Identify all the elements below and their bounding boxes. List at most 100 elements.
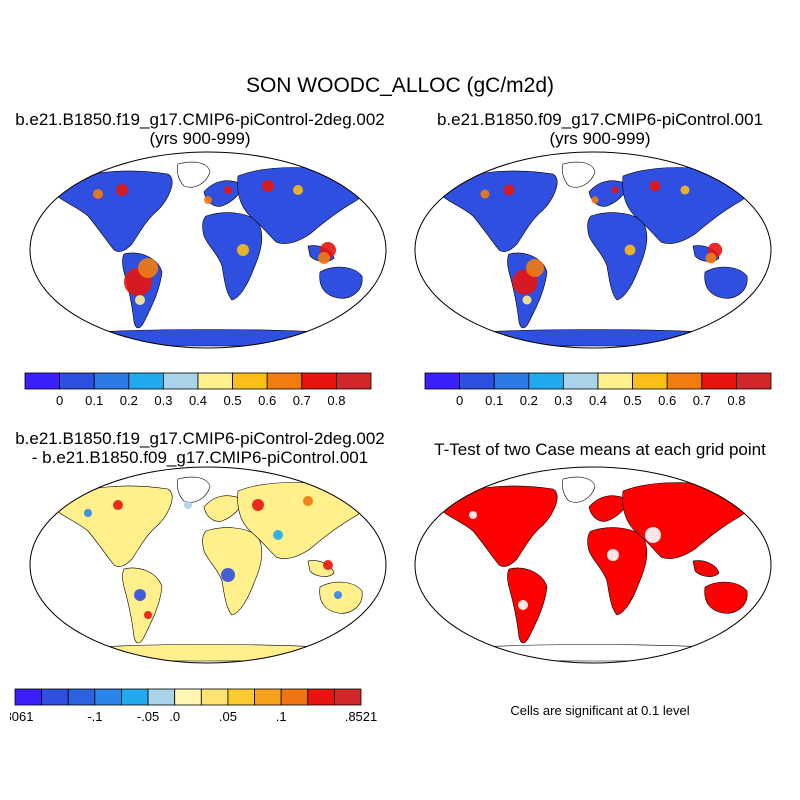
colorbar-swatch xyxy=(266,372,303,390)
map-hotspot xyxy=(116,184,128,196)
map-border xyxy=(29,151,387,349)
map-hotspot xyxy=(611,186,619,194)
continent-europe xyxy=(203,180,243,207)
colorbar-swatch xyxy=(666,372,703,390)
colorbar-swatch xyxy=(735,372,772,390)
colorbar-swatch xyxy=(333,688,362,706)
continent-greenland xyxy=(176,476,211,503)
map-hotspot xyxy=(273,530,283,540)
continent-northAmerica xyxy=(49,170,173,252)
map-border xyxy=(414,151,772,349)
map-hotspot xyxy=(293,185,303,195)
colorbar-swatch xyxy=(528,372,564,390)
colorbar-swatch xyxy=(162,372,199,390)
colorbar-top-right: 0 0.1 0.2 0.3 0.4 0.5 0.6 0.7 0.8 xyxy=(424,372,772,408)
colorbar-swatch xyxy=(147,688,176,706)
colorbar-tick-label: 0 xyxy=(456,393,463,408)
colorbar-tick-label: .0 xyxy=(169,709,180,724)
map-hotspot xyxy=(204,196,212,204)
map-hotspot xyxy=(469,511,477,519)
colorbar-tick-label: 0.6 xyxy=(658,393,676,408)
figure-title: SON WOODC_ALLOC (gC/m2d) xyxy=(245,74,555,97)
map-hotspot xyxy=(680,185,690,195)
colorbar-swatch xyxy=(41,688,69,706)
continent-greenland xyxy=(176,161,211,188)
continent-seAsia xyxy=(307,560,335,577)
colorbar-tick-label: 0.5 xyxy=(224,393,242,408)
map-hotspot xyxy=(518,600,528,610)
colorbar-swatch xyxy=(232,372,268,390)
colorbar-tick-label: 0.2 xyxy=(520,393,538,408)
colorbar-swatch xyxy=(227,688,255,706)
colorbar-swatch xyxy=(424,372,460,390)
map-hotspot xyxy=(252,499,264,511)
panel-title-line2: - b.e21.B1850.f09_g17.CMIP6-piControl.00… xyxy=(31,448,369,467)
map-hotspot xyxy=(624,244,636,256)
map-hotspot xyxy=(84,509,92,517)
colorbar-tick-label: 0.3 xyxy=(554,393,572,408)
map-hotspot xyxy=(526,259,544,277)
continent-northAmerica xyxy=(434,485,558,567)
colorbar-swatch xyxy=(67,688,96,706)
map-hotspot xyxy=(318,252,330,264)
continent-greenland xyxy=(561,476,596,503)
panel-title-line2: (yrs 900-999) xyxy=(549,129,651,148)
colorbar-swatch xyxy=(307,688,335,706)
colorbar-tick-label: 0.1 xyxy=(85,393,103,408)
colorbar-swatch xyxy=(94,688,122,706)
colorbar-swatch xyxy=(174,688,202,706)
colorbar-swatch xyxy=(121,688,149,706)
continent-seAsia xyxy=(692,560,720,577)
map-hotspot xyxy=(334,591,342,599)
map-hotspot xyxy=(144,611,152,619)
map-panel-difference xyxy=(29,466,387,664)
colorbar-swatch xyxy=(301,372,337,390)
colorbar-tick-label: -.05 xyxy=(137,709,159,724)
colorbar-tick-label: 0 xyxy=(56,393,63,408)
map-hotspot xyxy=(649,180,661,192)
continent-northAmerica xyxy=(434,170,558,252)
map-border xyxy=(414,466,772,664)
map-panel-ttest xyxy=(414,466,772,664)
colorbar-top-left: 0 0.1 0.2 0.3 0.4 0.5 0.6 0.7 0.8 xyxy=(24,372,372,408)
map-hotspot xyxy=(591,196,599,204)
colorbar-swatch xyxy=(701,372,737,390)
continent-northAmerica xyxy=(49,485,173,567)
map-hotspot xyxy=(607,549,619,561)
panel-title-top-left: b.e21.B1850.f19_g17.CMIP6-piControl-2deg… xyxy=(0,110,400,148)
map-hotspot xyxy=(503,184,515,196)
colorbar-swatch xyxy=(93,372,130,390)
continent-australia xyxy=(704,266,748,299)
colorbar-tick-label: 0.2 xyxy=(120,393,138,408)
colorbar-tick-label: 0.1 xyxy=(485,393,503,408)
colorbar-tick-label: 0.4 xyxy=(189,393,207,408)
colorbar-swatch xyxy=(200,688,229,706)
colorbar-swatch xyxy=(24,372,60,390)
map-hotspot xyxy=(522,295,532,305)
map-hotspot xyxy=(262,180,274,192)
colorbar-tick-label: 0.5 xyxy=(624,393,642,408)
colorbar-swatch xyxy=(597,372,633,390)
colorbar-tick-label: 0.7 xyxy=(693,393,711,408)
colorbar-swatch xyxy=(459,372,495,390)
continent-southAmerica xyxy=(122,567,163,644)
map-hotspot xyxy=(323,560,333,570)
continent-greenland xyxy=(561,161,596,188)
colorbar-swatch xyxy=(254,688,282,706)
panel-title-line1: b.e21.B1850.f19_g17.CMIP6-piControl-2deg… xyxy=(15,429,385,448)
colorbar-tick-label: 0.8 xyxy=(727,393,745,408)
panel-title-line1: b.e21.B1850.f19_g17.CMIP6-piControl-2deg… xyxy=(15,110,385,129)
map-border xyxy=(29,466,387,664)
continent-australia xyxy=(704,581,748,614)
colorbar-tick-label: -.1 xyxy=(87,709,102,724)
colorbar-tick-label: .1 xyxy=(276,709,287,724)
map-hotspot xyxy=(237,244,249,256)
map-hotspot xyxy=(645,527,661,543)
colorbar-tick-label: 0.4 xyxy=(589,393,607,408)
map-hotspot xyxy=(221,568,235,582)
map-panel-case1 xyxy=(29,151,387,349)
map-hotspot xyxy=(135,295,145,305)
colorbar-tick-label: 0.6 xyxy=(258,393,276,408)
